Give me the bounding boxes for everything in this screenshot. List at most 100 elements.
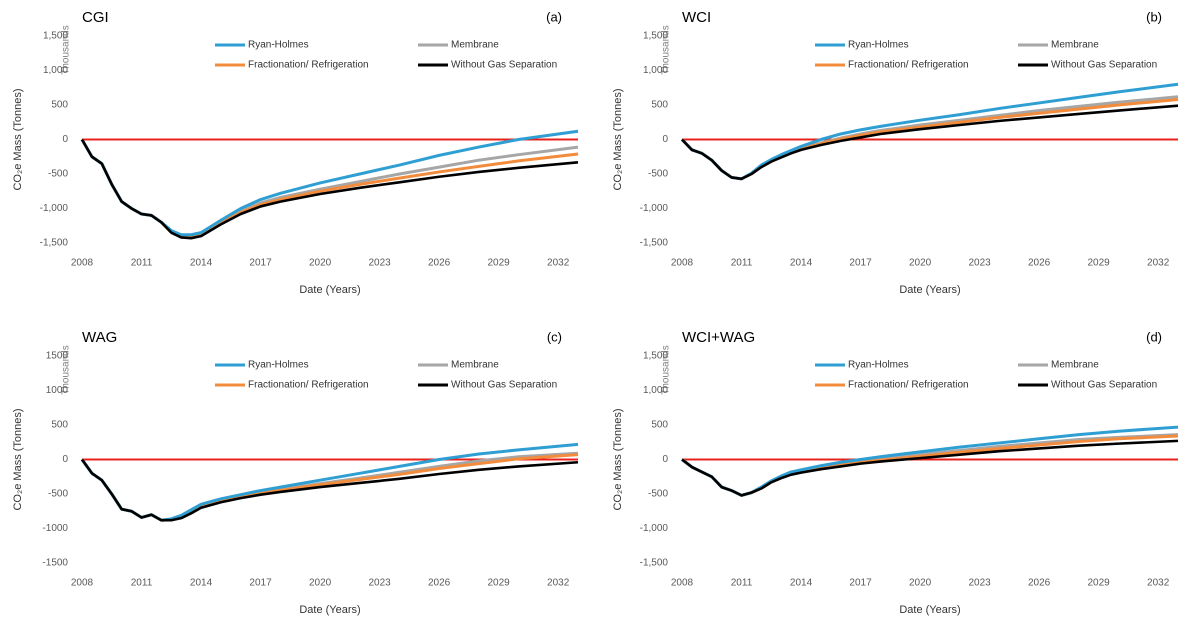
x-tick-label: 2011 xyxy=(731,258,753,269)
x-tick-label: 2029 xyxy=(1088,258,1111,269)
y-tick-label: -1500 xyxy=(42,558,68,569)
panel: CGI (a) CO₂e Mass (Tonnes) Thousands Date (Y… xyxy=(12,9,579,296)
x-tick-label: 2023 xyxy=(968,578,991,589)
y-tick-label: -500 xyxy=(648,489,668,500)
x-axis-label: Date (Years) xyxy=(299,604,360,616)
y-tick-label: 1,500 xyxy=(643,351,668,362)
x-tick-label: 2017 xyxy=(249,578,272,589)
series-line xyxy=(680,82,1179,181)
y-tick-label: 0 xyxy=(662,454,668,465)
legend-label: Fractionation/ Refrigeration xyxy=(248,380,369,391)
x-tick-label: 2008 xyxy=(671,578,694,589)
panel-label: (a) xyxy=(546,9,562,24)
panel-label: (b) xyxy=(1146,9,1162,24)
y-axis-label: CO₂e Mass (Tonnes) xyxy=(12,408,24,510)
y-tick-label: 0 xyxy=(62,454,68,465)
x-tick-label: 2032 xyxy=(1147,258,1170,269)
panel-title: WCI+WAG xyxy=(682,329,755,346)
x-axis-label: Date (Years) xyxy=(299,284,360,296)
y-tick-label: 1000 xyxy=(46,385,69,396)
y-tick-label: 1,500 xyxy=(643,31,668,42)
legend-label: Ryan-Holmes xyxy=(248,40,309,51)
series-line xyxy=(681,439,1179,497)
y-tick-label: 0 xyxy=(662,134,668,145)
y-tick-label: 0 xyxy=(62,134,68,145)
x-tick-label: 2017 xyxy=(249,258,272,269)
y-unit-label: Thousands xyxy=(61,345,72,394)
legend-label: Membrane xyxy=(1051,40,1099,51)
x-tick-label: 2032 xyxy=(547,258,570,269)
series-line xyxy=(80,453,579,522)
legend-label: Ryan-Holmes xyxy=(848,360,909,371)
x-tick-label: 2014 xyxy=(190,578,213,589)
panel-title: WCI xyxy=(682,9,711,26)
x-tick-label: 2020 xyxy=(909,578,932,589)
legend-label: Fractionation/ Refrigeration xyxy=(848,60,969,71)
x-axis-label: Date (Years) xyxy=(899,284,960,296)
x-tick-label: 2023 xyxy=(968,258,991,269)
x-tick-label: 2008 xyxy=(71,578,94,589)
x-tick-label: 2020 xyxy=(309,258,332,269)
y-tick-label: 1,000 xyxy=(643,65,668,76)
y-tick-label: 500 xyxy=(51,100,68,111)
x-tick-label: 2029 xyxy=(488,258,511,269)
y-tick-label: 1,500 xyxy=(43,31,68,42)
legend-label: Membrane xyxy=(451,40,499,51)
x-tick-label: 2008 xyxy=(71,258,94,269)
panel-label: (c) xyxy=(547,329,562,344)
y-axis-label: CO₂e Mass (Tonnes) xyxy=(12,88,24,190)
x-tick-label: 2032 xyxy=(547,578,570,589)
legend-label: Membrane xyxy=(1051,360,1099,371)
y-tick-label: -1,000 xyxy=(40,203,69,214)
y-tick-label: 500 xyxy=(651,420,668,431)
x-tick-label: 2023 xyxy=(368,258,391,269)
y-tick-label: -1,500 xyxy=(640,238,669,249)
x-tick-label: 2014 xyxy=(190,258,213,269)
legend-label: Without Gas Separation xyxy=(1051,60,1157,71)
y-tick-label: -1,500 xyxy=(640,558,669,569)
x-tick-label: 2026 xyxy=(1028,258,1051,269)
panel-title: CGI xyxy=(82,9,109,26)
x-tick-label: 2029 xyxy=(488,578,511,589)
x-tick-label: 2023 xyxy=(368,578,391,589)
y-tick-label: 1500 xyxy=(46,351,69,362)
series-line xyxy=(80,138,579,239)
panel-title: WAG xyxy=(82,329,117,346)
x-tick-label: 2011 xyxy=(131,258,153,269)
y-unit-label: Thousands xyxy=(61,25,72,74)
y-tick-label: -500 xyxy=(648,169,668,180)
legend-label: Fractionation/ Refrigeration xyxy=(848,380,969,391)
x-tick-label: 2008 xyxy=(671,258,694,269)
x-tick-label: 2011 xyxy=(731,578,753,589)
y-tick-label: -1,000 xyxy=(640,523,669,534)
x-tick-label: 2017 xyxy=(849,578,872,589)
legend-label: Ryan-Holmes xyxy=(248,360,309,371)
y-tick-label: -500 xyxy=(48,169,68,180)
legend-label: Membrane xyxy=(451,360,499,371)
x-tick-label: 2020 xyxy=(909,258,932,269)
legend-label: Ryan-Holmes xyxy=(848,40,909,51)
panel: WCI (b) CO₂e Mass (Tonnes) Thousands Date (Y… xyxy=(612,9,1179,296)
legend-label: Fractionation/ Refrigeration xyxy=(248,60,369,71)
legend-label: Without Gas Separation xyxy=(1051,380,1157,391)
y-tick-label: 500 xyxy=(651,100,668,111)
panel-label: (d) xyxy=(1146,329,1162,344)
x-tick-label: 2026 xyxy=(428,578,451,589)
legend-label: Without Gas Separation xyxy=(451,380,557,391)
y-tick-label: -1000 xyxy=(42,523,68,534)
y-tick-label: 1,000 xyxy=(643,385,668,396)
y-tick-label: 500 xyxy=(51,420,68,431)
panel: WAG (c) CO₂e Mass (Tonnes) Thousands Date (Y… xyxy=(12,329,579,616)
series-line xyxy=(80,458,579,522)
series-line xyxy=(681,104,1179,181)
legend-label: Without Gas Separation xyxy=(451,60,557,71)
y-tick-label: -1,000 xyxy=(640,203,669,214)
series-line xyxy=(80,138,579,240)
y-unit-label: Thousands xyxy=(661,345,672,394)
x-tick-label: 2026 xyxy=(428,258,451,269)
y-axis-label: CO₂e Mass (Tonnes) xyxy=(612,88,624,190)
series-line xyxy=(680,95,1179,181)
x-tick-label: 2026 xyxy=(1028,578,1051,589)
x-tick-label: 2020 xyxy=(309,578,332,589)
